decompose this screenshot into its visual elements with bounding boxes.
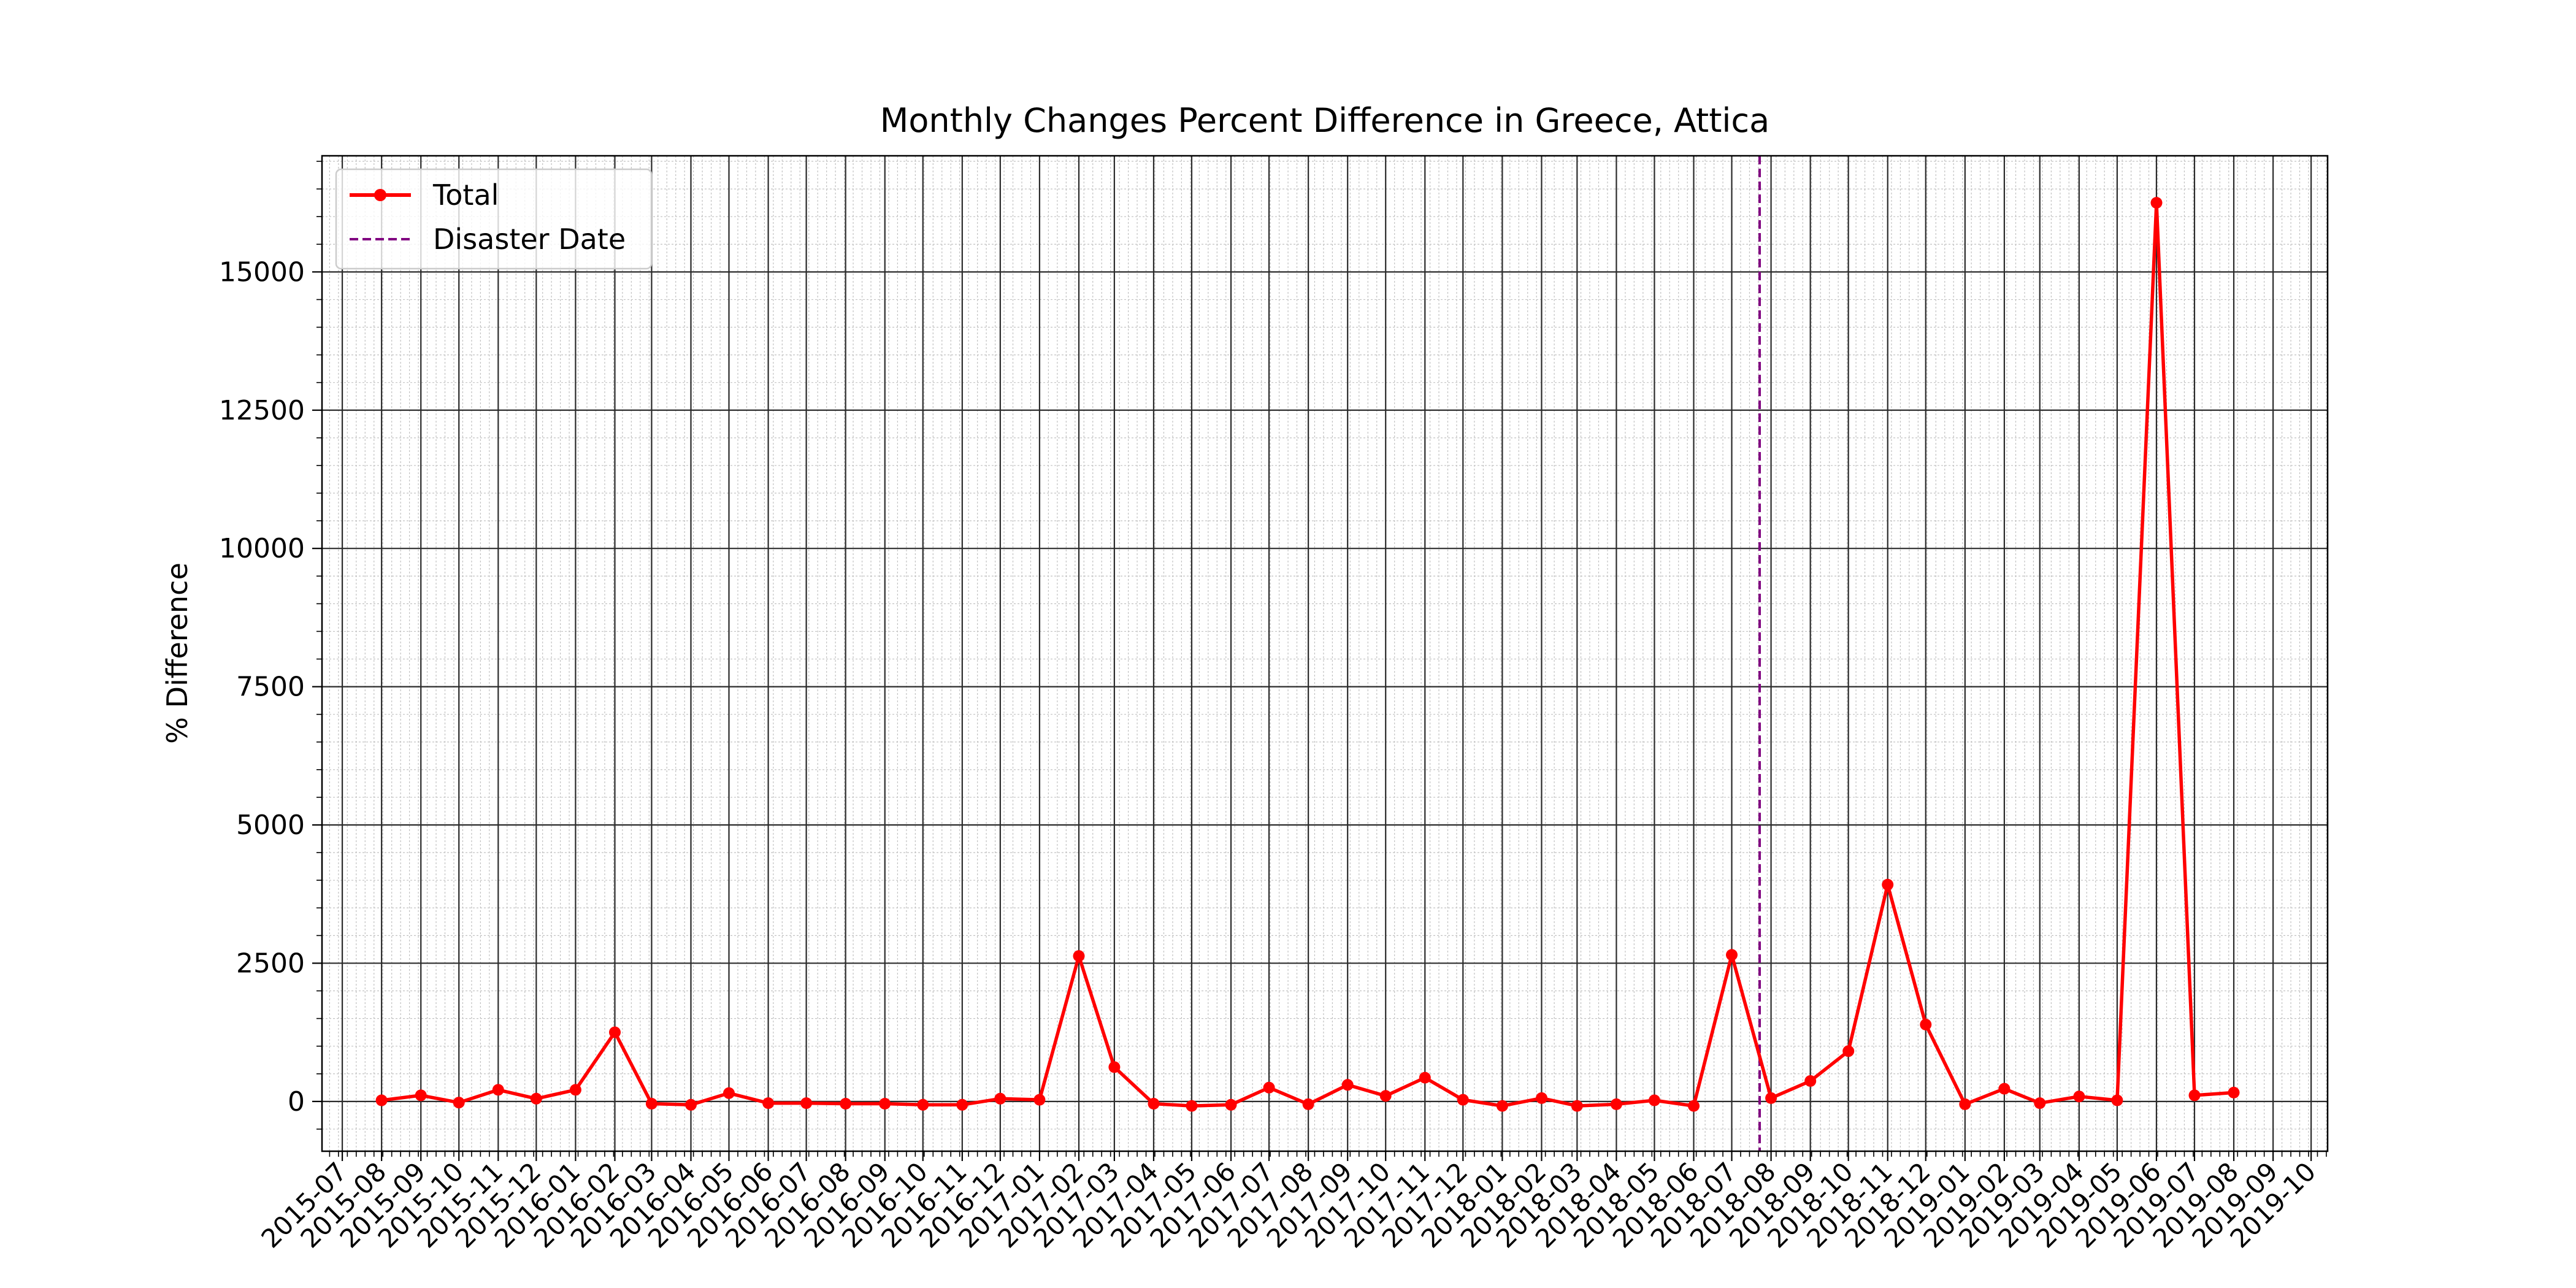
total-data-point bbox=[879, 1098, 891, 1110]
total-data-point bbox=[1536, 1092, 1547, 1104]
legend-total-marker bbox=[374, 189, 386, 201]
total-data-point bbox=[1148, 1098, 1160, 1110]
total-data-point bbox=[569, 1084, 581, 1096]
total-data-point bbox=[1610, 1098, 1622, 1110]
plot-area-frame bbox=[321, 155, 2329, 1152]
total-data-point bbox=[917, 1098, 929, 1111]
total-data-point bbox=[1341, 1079, 1354, 1091]
total-data-point bbox=[1457, 1094, 1469, 1106]
total-data-point bbox=[645, 1098, 657, 1110]
total-data-point bbox=[1379, 1090, 1392, 1102]
total-data-point bbox=[994, 1092, 1006, 1105]
total-data-point bbox=[1225, 1098, 1237, 1111]
total-data-point bbox=[415, 1089, 427, 1102]
major-gridlines bbox=[322, 156, 2328, 1151]
total-data-point bbox=[2150, 197, 2163, 209]
total-data-point bbox=[1959, 1098, 1971, 1110]
total-data-point bbox=[2188, 1089, 2201, 1102]
y-tick-label: 10000 bbox=[219, 533, 305, 564]
total-data-point bbox=[1920, 1019, 1932, 1030]
chart-title: Monthly Changes Percent Difference in Gr… bbox=[880, 101, 1769, 140]
legend-disaster-date-label: Disaster Date bbox=[433, 223, 626, 256]
total-data-point bbox=[2073, 1091, 2085, 1103]
total-data-point bbox=[1419, 1071, 1431, 1084]
y-tick-label: 2500 bbox=[236, 948, 305, 979]
legend-box bbox=[335, 168, 653, 270]
total-data-point bbox=[1186, 1100, 1198, 1112]
total-data-point bbox=[1571, 1100, 1583, 1112]
total-data-point bbox=[2228, 1086, 2240, 1098]
total-data-point bbox=[530, 1092, 542, 1105]
total-data-point bbox=[840, 1098, 852, 1110]
total-data-point bbox=[762, 1097, 775, 1110]
y-axis: 0 2500 5000 7500 10000 12500 15000 bbox=[219, 161, 322, 1130]
y-tick-label: 7500 bbox=[236, 672, 305, 703]
total-data-point bbox=[956, 1098, 968, 1111]
total-data-point bbox=[1688, 1100, 1700, 1112]
y-axis-label: % Difference bbox=[161, 562, 194, 743]
total-data-point bbox=[1726, 949, 1738, 961]
series-layer bbox=[375, 197, 2240, 1112]
total-data-point bbox=[1033, 1094, 1046, 1106]
y-tick-label: 0 bbox=[288, 1086, 305, 1117]
total-data-point bbox=[375, 1094, 388, 1106]
total-data-point bbox=[1882, 878, 1894, 891]
total-data-point bbox=[609, 1026, 621, 1038]
y-tick-label: 15000 bbox=[219, 256, 305, 288]
total-data-point bbox=[1302, 1098, 1314, 1110]
total-data-point bbox=[685, 1098, 697, 1111]
total-data-point bbox=[1842, 1045, 1855, 1057]
total-data-point bbox=[1496, 1100, 1508, 1112]
total-data-point bbox=[2034, 1097, 2046, 1110]
total-data-point bbox=[723, 1087, 735, 1099]
total-data-point bbox=[1073, 950, 1085, 962]
total-data-point bbox=[800, 1097, 813, 1110]
total-data-point bbox=[1804, 1075, 1817, 1087]
total-data-point bbox=[1108, 1061, 1121, 1073]
total-data-point bbox=[2111, 1094, 2123, 1106]
y-tick-label: 12500 bbox=[219, 395, 305, 426]
legend: Total Disaster Date bbox=[335, 168, 653, 270]
total-data-point bbox=[1998, 1083, 2011, 1095]
total-data-point bbox=[1648, 1094, 1660, 1106]
total-data-point bbox=[492, 1084, 504, 1096]
total-data-point bbox=[1765, 1092, 1777, 1104]
total-data-point bbox=[453, 1097, 465, 1109]
total-data-point bbox=[1263, 1081, 1275, 1094]
y-tick-label: 5000 bbox=[236, 810, 305, 841]
legend-total-label: Total bbox=[432, 178, 499, 212]
